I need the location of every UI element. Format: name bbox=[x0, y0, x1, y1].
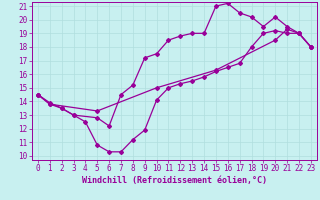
X-axis label: Windchill (Refroidissement éolien,°C): Windchill (Refroidissement éolien,°C) bbox=[82, 176, 267, 185]
